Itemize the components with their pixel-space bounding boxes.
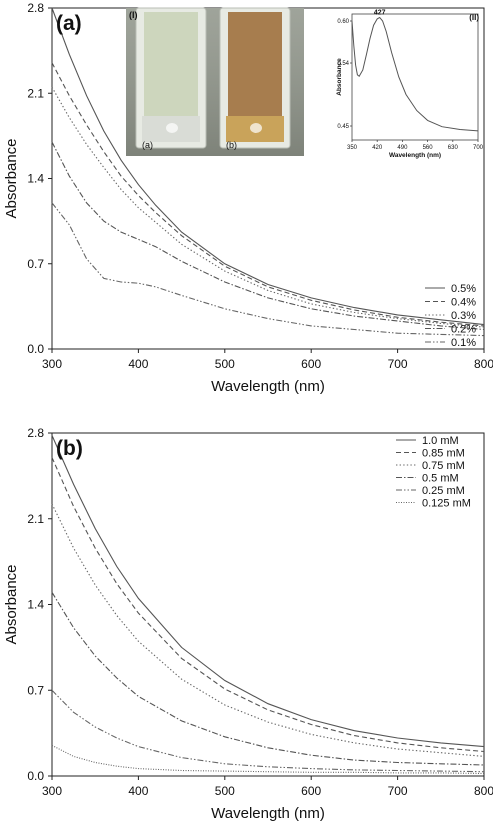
y-tick-label: 2.1 (27, 86, 44, 100)
spectrum-inset: 350 420 490 560 630 700 0.45 0.54 0.60 427 Wavelen… (336, 10, 484, 160)
legend-label: 0.5 mM (422, 473, 459, 485)
panel-a: 300 400 500 600 700 800 0.0 0.7 1.4 2.1 2.8 Wavelen… (3, 1, 493, 395)
y-tick-label: 2.8 (27, 426, 44, 440)
y-tick-label: 2.8 (27, 1, 44, 15)
series-line (51, 86, 485, 328)
photo-inset: (a) (b) (I) (126, 7, 304, 156)
vial-solution (228, 12, 282, 116)
series-line (51, 202, 485, 337)
legend-label: 0.75 mM (422, 460, 465, 472)
y-tick-label: 0.7 (27, 683, 44, 697)
series-line (51, 62, 485, 327)
series-line (51, 503, 485, 757)
y-tick-label: 1.4 (27, 598, 44, 612)
y-tick-label: 0.7 (27, 257, 44, 271)
series-line (51, 7, 485, 326)
inset-label: (II) (469, 13, 479, 22)
photo-inset-label: (I) (129, 10, 138, 20)
inset-y-tick-label: 0.45 (337, 124, 349, 130)
legend-label: 0.4% (451, 297, 476, 309)
legend-label: 0.85 mM (422, 448, 465, 460)
legend-label: 0.125 mM (422, 498, 471, 510)
vial-highlight (250, 123, 262, 133)
inset-x-tick-label: 420 (372, 145, 383, 151)
inset-y-tick-label: 0.60 (337, 19, 349, 25)
x-tick-label: 600 (301, 784, 321, 798)
x-tick-label: 800 (474, 784, 493, 798)
vial-label: (b) (226, 140, 237, 150)
inset-frame (351, 13, 479, 141)
x-axis-label: Wavelength (nm) (211, 805, 325, 822)
legend-label: 0.25 mM (422, 485, 465, 497)
vial-solution (144, 12, 198, 116)
inset-peak-label: 427 (374, 10, 386, 17)
x-tick-label: 400 (128, 784, 148, 798)
series-line (51, 592, 485, 766)
series-line (51, 141, 485, 331)
panel-b: 300 400 500 600 700 800 0.0 0.7 1.4 2.1 2.8 Wavelen… (3, 426, 493, 822)
x-tick-label: 800 (474, 357, 493, 371)
inset-y-tick-label: 0.54 (337, 61, 349, 67)
legend-label: 0.3% (451, 310, 476, 322)
x-axis-label: Wavelength (nm) (211, 378, 325, 395)
inset-x-tick-label: 350 (347, 145, 358, 151)
legend-label: 0.1% (451, 337, 476, 349)
y-tick-label: 0.0 (27, 342, 44, 356)
legend-label: 0.2% (451, 324, 476, 336)
panel-label: (a) (56, 12, 82, 35)
x-tick-label: 400 (128, 357, 148, 371)
y-tick-label: 0.0 (27, 769, 44, 783)
y-tick-label: 2.1 (27, 512, 44, 526)
inset-x-tick-label: 630 (448, 145, 459, 151)
x-tick-label: 700 (388, 357, 408, 371)
legend-label: 0.5% (451, 283, 476, 295)
inset-x-tick-label: 700 (473, 145, 484, 151)
inset-y-axis-label: Absorbance (336, 58, 343, 96)
inset-spectrum-line (351, 16, 479, 132)
series-line (51, 435, 485, 748)
series-line (51, 689, 485, 773)
y-axis-label: Absorbance (3, 138, 20, 218)
panel-label: (b) (56, 437, 83, 460)
legend-label: 1.0 mM (422, 435, 459, 447)
series-line (51, 457, 485, 753)
plot-frame (51, 432, 485, 777)
x-tick-label: 300 (42, 784, 62, 798)
y-tick-label: 1.4 (27, 172, 44, 186)
x-tick-label: 700 (388, 784, 408, 798)
x-tick-label: 600 (301, 357, 321, 371)
x-tick-label: 300 (42, 357, 62, 371)
x-tick-label: 500 (215, 784, 235, 798)
y-axis-label: Absorbance (3, 564, 20, 644)
vial-label: (a) (142, 140, 153, 150)
x-tick-label: 500 (215, 357, 235, 371)
vial-highlight (166, 123, 178, 133)
inset-background (337, 10, 482, 152)
inset-x-tick-label: 490 (397, 145, 408, 151)
inset-x-axis-label: Wavelength (nm) (389, 152, 441, 159)
inset-x-tick-label: 560 (423, 145, 434, 151)
series-line (51, 744, 485, 775)
